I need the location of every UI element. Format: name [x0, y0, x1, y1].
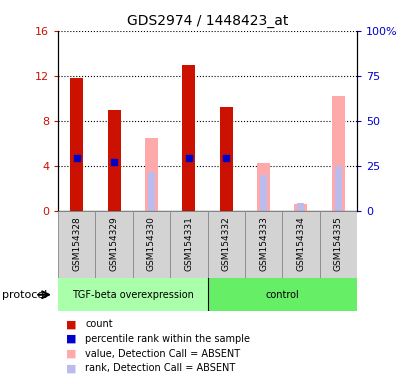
Title: GDS2974 / 1448423_at: GDS2974 / 1448423_at: [127, 14, 288, 28]
Text: control: control: [265, 290, 299, 300]
Bar: [145, 138, 158, 211]
Bar: [148, 172, 155, 211]
Bar: [107, 110, 121, 211]
Bar: [208, 211, 245, 278]
Bar: [208, 278, 357, 311]
Bar: [294, 204, 308, 211]
Bar: [260, 175, 267, 211]
Bar: [245, 211, 282, 278]
Bar: [133, 211, 170, 278]
Text: protocol: protocol: [2, 290, 47, 300]
Bar: [334, 166, 342, 211]
Bar: [70, 78, 83, 211]
Bar: [170, 211, 208, 278]
Text: TGF-beta overexpression: TGF-beta overexpression: [72, 290, 194, 300]
Bar: [95, 211, 133, 278]
Bar: [58, 211, 95, 278]
Bar: [182, 65, 195, 211]
Text: count: count: [85, 319, 113, 329]
Text: ■: ■: [66, 334, 77, 344]
Text: GSM154335: GSM154335: [334, 217, 343, 271]
Text: ■: ■: [66, 319, 77, 329]
Text: GSM154332: GSM154332: [222, 217, 231, 271]
Text: GSM154333: GSM154333: [259, 217, 268, 271]
Text: GSM154330: GSM154330: [147, 217, 156, 271]
Text: GSM154329: GSM154329: [110, 217, 119, 271]
Text: GSM154334: GSM154334: [296, 217, 305, 271]
Text: GSM154328: GSM154328: [72, 217, 81, 271]
Bar: [257, 163, 270, 211]
Text: GSM154331: GSM154331: [184, 217, 193, 271]
Text: value, Detection Call = ABSENT: value, Detection Call = ABSENT: [85, 349, 240, 359]
Bar: [220, 108, 233, 211]
Bar: [320, 211, 357, 278]
Bar: [58, 278, 208, 311]
Text: percentile rank within the sample: percentile rank within the sample: [85, 334, 250, 344]
Text: ■: ■: [66, 363, 77, 373]
Text: ■: ■: [66, 349, 77, 359]
Bar: [297, 203, 305, 211]
Bar: [282, 211, 320, 278]
Bar: [332, 96, 345, 211]
Text: rank, Detection Call = ABSENT: rank, Detection Call = ABSENT: [85, 363, 235, 373]
